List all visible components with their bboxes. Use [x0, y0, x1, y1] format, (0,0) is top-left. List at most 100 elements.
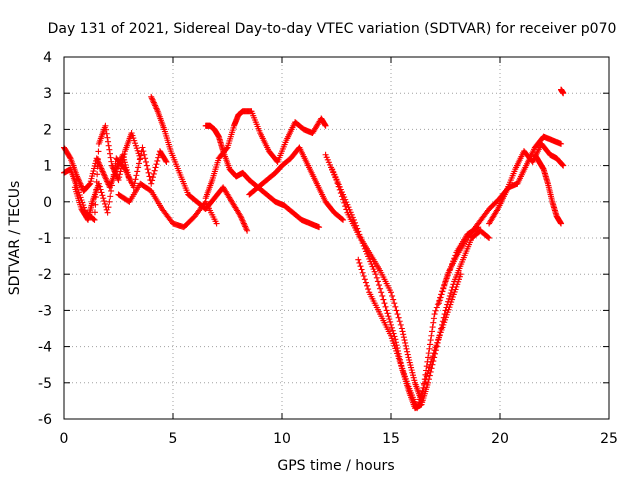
data-point [446, 292, 453, 299]
data-point [356, 259, 363, 266]
data-point [110, 165, 117, 172]
data-point [402, 342, 409, 349]
data-point [114, 175, 121, 182]
data-point [237, 213, 244, 220]
data-point [457, 271, 464, 278]
data-point [440, 285, 447, 292]
data-point [109, 177, 116, 184]
data-point [429, 353, 436, 360]
data-point [112, 160, 119, 167]
data-point [362, 279, 369, 286]
y-tick-label: 2 [43, 122, 52, 138]
data-point [355, 256, 362, 263]
data-point [102, 174, 109, 181]
data-point [442, 279, 449, 286]
data-point [148, 93, 155, 100]
data-point [94, 156, 101, 163]
x-tick-label: 5 [169, 431, 178, 447]
data-point [423, 363, 430, 370]
data-point [415, 399, 422, 406]
data-point [137, 152, 144, 159]
data-point [102, 122, 109, 129]
data-point [431, 311, 438, 318]
data-point [162, 157, 169, 164]
data-point [94, 163, 101, 170]
data-point [149, 96, 156, 103]
data-point [240, 219, 247, 226]
data-point [401, 337, 408, 344]
data-point [92, 201, 99, 208]
data-point [86, 181, 93, 188]
series-arc-3 [71, 144, 170, 223]
data-point [149, 174, 156, 181]
data-point [422, 376, 429, 383]
data-point [244, 227, 251, 234]
data-point [414, 405, 421, 412]
data-point [425, 350, 432, 357]
data-point [316, 224, 323, 231]
data-point [389, 327, 396, 334]
data-point [150, 170, 157, 177]
data-point [150, 98, 157, 105]
data-point [436, 297, 443, 304]
data-point [110, 171, 117, 178]
data-point [142, 158, 149, 165]
data-point [90, 216, 97, 223]
data-point [107, 193, 114, 200]
data-point [493, 207, 500, 214]
data-point [355, 228, 362, 235]
data-point [447, 290, 454, 297]
data-point [383, 307, 390, 314]
data-point [384, 310, 391, 317]
data-point [153, 161, 160, 168]
data-point [154, 157, 161, 164]
data-point [361, 276, 368, 283]
y-tick-labels: -6 -5 -4 -3 -2 -1 0 1 2 3 4 [38, 50, 52, 428]
data-point [388, 324, 395, 331]
data-point [425, 379, 432, 386]
data-point [116, 174, 123, 181]
data-point [108, 158, 115, 165]
data-point [419, 387, 426, 394]
data-point [133, 172, 140, 179]
data-point [95, 156, 102, 163]
data-point [425, 354, 432, 361]
data-point [360, 242, 367, 249]
data-point [113, 172, 120, 179]
data-point [108, 162, 115, 169]
data-point [153, 105, 160, 112]
data-point [430, 315, 437, 322]
data-point [106, 198, 113, 205]
data-point [558, 161, 565, 168]
data-point [392, 303, 399, 310]
data-point [364, 282, 371, 289]
data-point [377, 285, 384, 292]
data-point [394, 311, 401, 318]
data-point [486, 235, 493, 241]
data-point [95, 148, 102, 155]
data-point [558, 140, 565, 147]
data-point [400, 334, 407, 341]
data-point [322, 122, 329, 129]
data-point [242, 224, 249, 231]
data-point [388, 321, 394, 328]
data-point [385, 313, 392, 320]
data-point [101, 198, 108, 205]
series-arc-4 [115, 180, 220, 231]
data-point [117, 168, 124, 175]
data-point [374, 278, 381, 285]
data-point [105, 142, 112, 149]
data-point [132, 176, 139, 183]
data-point [560, 90, 567, 97]
data-point [399, 328, 406, 335]
data-point [353, 222, 360, 229]
data-point [101, 200, 108, 207]
data-point [429, 324, 436, 331]
data-point [148, 180, 155, 187]
data-point [149, 177, 156, 184]
data-point [238, 214, 245, 221]
y-tick-label: -6 [38, 412, 52, 428]
data-point [91, 216, 98, 223]
data-point [66, 154, 73, 161]
